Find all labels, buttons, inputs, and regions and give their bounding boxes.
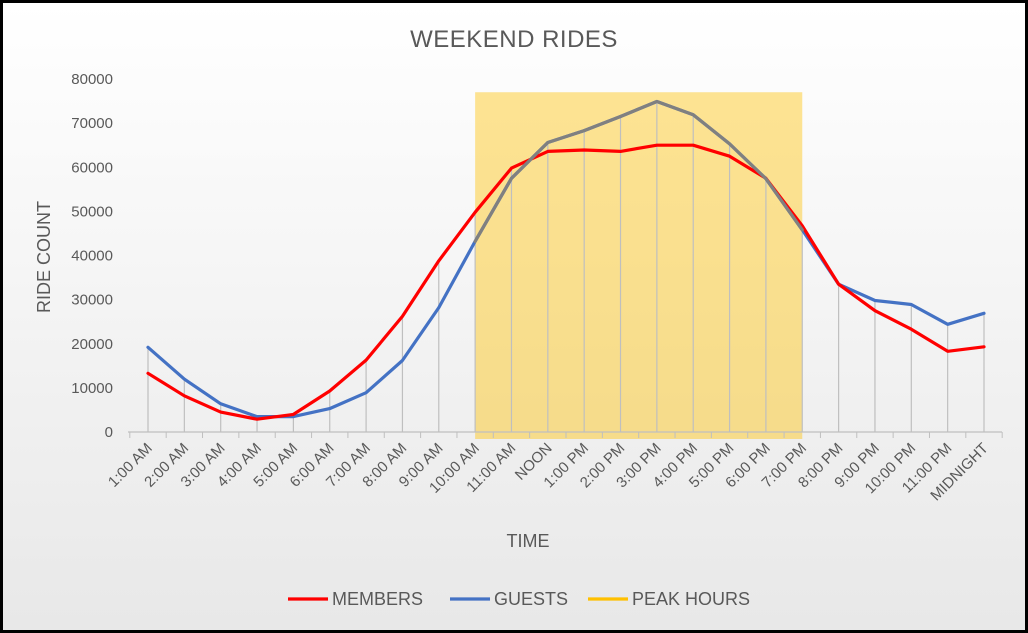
y-tick-label: 0: [105, 424, 113, 441]
y-tick-label: 20000: [71, 336, 113, 353]
x-axis-label: TIME: [507, 531, 550, 551]
y-tick-label: 30000: [71, 292, 113, 309]
y-tick-label: 60000: [71, 159, 113, 176]
y-tick-label: 40000: [71, 248, 113, 265]
y-axis-label: RIDE COUNT: [34, 201, 54, 313]
legend-label: MEMBERS: [332, 589, 423, 609]
y-tick-label: 50000: [71, 203, 113, 220]
chart-background: [3, 3, 1025, 630]
legend-label: PEAK HOURS: [632, 589, 750, 609]
chart-title: WEEKEND RIDES: [410, 26, 618, 53]
y-tick-label: 10000: [71, 380, 113, 397]
y-tick-label: 70000: [71, 115, 113, 132]
legend-label: GUESTS: [494, 589, 568, 609]
guests-peak-line: [473, 99, 804, 243]
weekend-rides-chart: WEEKEND RIDES RIDE COUNT TIME 0 10000 2000…: [3, 3, 1025, 630]
peak-hours-band: [475, 92, 803, 440]
members-line: [146, 143, 986, 421]
y-tick-label: 80000: [71, 71, 113, 88]
